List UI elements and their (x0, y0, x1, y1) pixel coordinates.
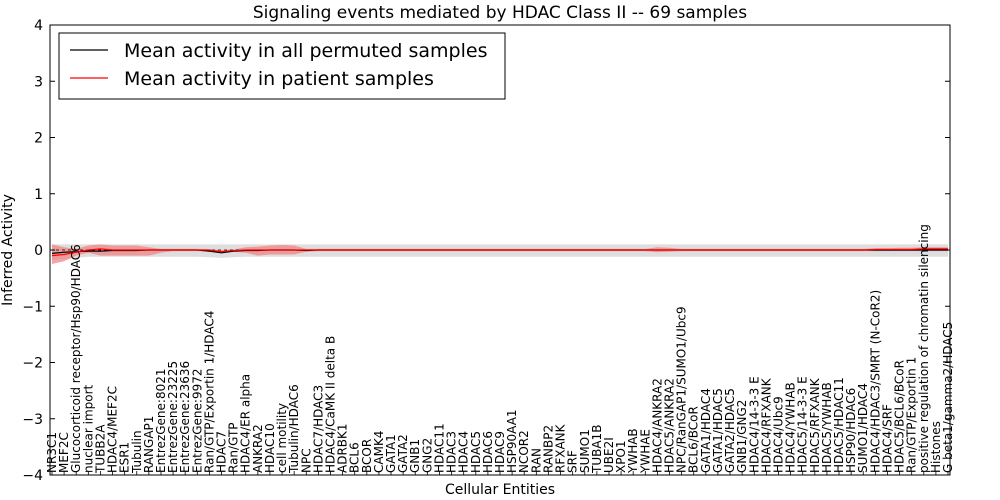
y-tick-label: 4 (34, 18, 43, 34)
x-tick-label: TUBA1B (590, 425, 604, 474)
y-axis-label: Inferred Activity (0, 194, 16, 306)
x-tick-label: Ran/GTP (227, 422, 241, 473)
x-tick-label: EntrezGene:8021 (154, 369, 168, 474)
chart-title: Signaling events mediated by HDAC Class … (253, 3, 747, 23)
x-tick-label: GNB1/GNG2 (735, 400, 749, 473)
x-tick-label: HDAC4/YWHAB (784, 382, 798, 473)
x-tick-label: HDAC5/ANKRA2 (663, 378, 677, 473)
x-tick-label: EntrezGene:23636 (178, 361, 192, 473)
x-tick-label: ESR1 (118, 442, 132, 473)
y-tick-label: 3 (34, 74, 43, 90)
x-tick-label: GNB1 (408, 439, 422, 473)
x-tick-label: Glucocorticoid receptor/Hsp90/HDAC6 (69, 244, 83, 473)
x-tick-label: HDAC9 (493, 431, 507, 473)
x-tick-label: HDAC3 (445, 431, 459, 473)
x-tick-label: TUBB2A (93, 424, 107, 474)
x-tick-label: GATA1/HDAC4 (699, 388, 713, 473)
x-tick-label: HDAC7 (215, 431, 229, 473)
x-tick-label: HDAC4/MEF2C (106, 386, 120, 473)
x-tick-label: HDAC4/14-3-3 E (747, 376, 761, 473)
x-tick-label: Tubulin (130, 430, 144, 474)
y-tick-label: −1 (22, 299, 43, 315)
x-tick-label: HDAC7/HDAC3 (311, 385, 325, 473)
legend-label-patient: Mean activity in patient samples (124, 68, 434, 90)
x-tick-label: HDAC4/Ubc9 (771, 396, 785, 473)
x-tick-label: GATA2 (396, 434, 410, 473)
x-tick-label: YWHAB (626, 428, 640, 474)
x-tick-label: HDAC4/SRF (880, 404, 894, 473)
x-tick-label: Ran/GTP/Exportin 1/HDAC4 (202, 311, 216, 473)
x-tick-label: HDAC11 (432, 423, 446, 473)
x-tick-label: EntrezGene:9972 (190, 369, 204, 474)
x-tick-label: nuclear import (81, 384, 95, 473)
x-tick-label: HDAC5/14-3-3 E (796, 376, 810, 473)
y-tick-label: 0 (34, 243, 43, 259)
legend-label-permuted: Mean activity in all permuted samples (124, 40, 487, 62)
x-tick-label: RFXANK (554, 423, 568, 473)
plot-frame (49, 24, 951, 476)
x-tick-label: BCOR (360, 439, 374, 473)
x-tick-label: HDAC5/BCL6/BCoR (893, 360, 907, 473)
y-tick-label: −2 (22, 356, 43, 372)
x-tick-label: RAN (529, 448, 543, 473)
x-tick-label: BCL6 (348, 442, 362, 473)
x-tick-label: HDAC4 (457, 431, 471, 473)
x-tick-label: NR3C1 (45, 432, 59, 473)
legend-box (58, 32, 506, 100)
x-tick-label: HDAC4/ANKRA2 (650, 378, 664, 473)
x-tick-label: Tubulin/HDAC6 (287, 384, 301, 474)
x-axis-label: Cellular Entities (445, 482, 555, 498)
x-tick-label: Ran/GTP/Exportin 1 (905, 357, 919, 473)
x-tick-label: NPC/RanGAP1/SUMO1/Ubc9 (675, 306, 689, 473)
x-tick-label: NCOR2 (517, 430, 531, 473)
x-tick-label: HDAC10 (263, 423, 277, 473)
x-tick-label: YWHAE (638, 429, 652, 474)
y-tick-label: 2 (34, 131, 43, 147)
x-tick-label: G beta1/gamma2/HDAC5 (941, 322, 955, 473)
legend: Mean activity in all permuted samples Me… (58, 32, 506, 100)
x-tick-label: HDAC5 (469, 431, 483, 473)
x-tick-label: HDAC5/RFXANK (808, 377, 822, 473)
x-tick-label: NPC (299, 448, 313, 473)
x-tick-label: GATA1/HDAC5 (711, 388, 725, 473)
x-tick-label: RANGAP1 (142, 416, 156, 473)
x-tick-label: GATA1 (384, 434, 398, 473)
x-tick-label: HDAC4/RFXANK (759, 377, 773, 473)
x-tick-label: MEF2C (57, 432, 71, 473)
x-tick-label: GNG2 (420, 438, 434, 473)
x-tick-label: ANKRA2 (251, 424, 265, 473)
patient-band (52, 244, 948, 265)
x-tick-label: SUMO1 (578, 429, 592, 473)
x-tick-label: XPO1 (614, 440, 628, 473)
x-tick-label: positive regulation of chromatin silenci… (917, 224, 931, 473)
x-tick-label: GATA2/HDAC5 (723, 388, 737, 473)
x-tick-label: HDAC4/ER alpha (239, 374, 253, 473)
x-tick-label: BCL6/BCoR (687, 406, 701, 473)
x-tick-label: Histones (929, 421, 943, 473)
x-tick-label: cell motility (275, 403, 289, 473)
y-tick-label: −4 (22, 468, 43, 484)
x-tick-label: RANBP2 (541, 425, 555, 473)
x-tick-label: SRF (566, 450, 580, 473)
x-tick-label: HDAC5/HDAC11 (832, 377, 846, 473)
x-tick-label: HDAC6 (481, 431, 495, 473)
x-tick-label: HDAC4/HDAC3/SMRT (N-CoR2) (868, 290, 882, 473)
x-tick-label: HDAC4/CaMK II delta B (323, 336, 337, 473)
x-tick-label: CAMK4 (372, 431, 386, 473)
x-tick-label: HSP90AA1 (505, 409, 519, 473)
y-tick-label: −3 (22, 412, 43, 428)
x-tick-label: ADRBK1 (336, 423, 350, 473)
x-tick-label: HSP90/HDAC6 (844, 388, 858, 473)
x-tick-label: UBE2I (602, 437, 616, 473)
x-tick-label: EntrezGene:23225 (166, 361, 180, 473)
x-tick-label: HDAC5/YWHAB (820, 382, 834, 473)
x-tick-label: SUMO1/HDAC4 (856, 383, 870, 473)
y-tick-label: 1 (34, 187, 43, 203)
series-line-patient (51, 248, 948, 257)
